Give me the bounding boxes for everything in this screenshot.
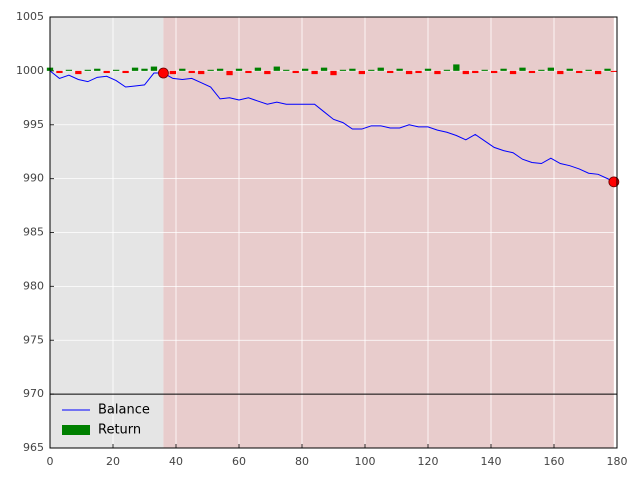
bar (481, 69, 488, 71)
y-tick-label: 965 (23, 441, 44, 454)
plot-frame (49, 16, 618, 449)
y-tick-label: 970 (23, 387, 44, 400)
bar (604, 68, 611, 71)
y-tick-label: 990 (23, 172, 44, 185)
bar (235, 68, 243, 71)
bar (519, 67, 526, 71)
bar (56, 70, 63, 74)
bar (500, 68, 507, 71)
bar (273, 66, 280, 71)
bar (207, 69, 214, 71)
bar (396, 68, 403, 71)
bar (557, 70, 564, 75)
x-tick-label: 40 (169, 455, 183, 468)
bar (226, 70, 233, 76)
bar (538, 69, 545, 71)
marker (608, 176, 620, 188)
marker (157, 67, 169, 79)
bar (405, 70, 413, 75)
bar (509, 70, 517, 75)
bar (65, 69, 73, 71)
bar (254, 67, 262, 71)
bar (472, 70, 479, 74)
bar (188, 70, 195, 74)
bar (462, 70, 469, 75)
bar (415, 70, 422, 74)
x-tick-label: 120 (418, 455, 439, 468)
bar (84, 69, 91, 71)
x-tick-label: 0 (47, 455, 54, 468)
bar (349, 68, 356, 71)
x-tick-label: 180 (607, 455, 628, 468)
line (49, 70, 615, 183)
bar (424, 68, 432, 71)
y-tick-label: 1000 (16, 64, 44, 77)
y-tick-label: 980 (23, 279, 44, 292)
bar (245, 70, 252, 74)
bar (141, 68, 148, 71)
bar (320, 67, 328, 71)
bar (169, 70, 176, 75)
bar (576, 70, 583, 74)
bar (302, 68, 309, 71)
y-tick-label: 975 (23, 333, 44, 346)
bar (339, 69, 347, 71)
x-tick-label: 20 (106, 455, 120, 468)
bar (311, 70, 318, 75)
bar (94, 68, 101, 71)
legend-label: Balance (98, 403, 150, 418)
bar (547, 67, 554, 71)
x-tick-label: 140 (481, 455, 502, 468)
bar (434, 70, 441, 75)
bar (528, 70, 536, 74)
bar (75, 70, 82, 75)
bar (594, 70, 602, 75)
bar (453, 64, 460, 71)
legend-swatch (62, 425, 90, 435)
x-tick-label: 160 (544, 455, 565, 468)
bar (131, 67, 139, 71)
x-tick-label: 60 (232, 455, 246, 468)
legend-label: Return (98, 423, 141, 438)
bar (368, 69, 375, 71)
bar (387, 70, 394, 74)
legend: Balance Return (62, 403, 150, 438)
y-tick-label: 985 (23, 226, 44, 239)
bar (610, 70, 617, 72)
y-tick-label: 1005 (16, 10, 44, 23)
bar (264, 70, 271, 75)
bar (216, 68, 224, 71)
bar (198, 70, 205, 75)
bar (103, 70, 110, 74)
bar (330, 70, 337, 76)
bar (113, 69, 120, 71)
x-tick-label: 100 (355, 455, 376, 468)
bar (122, 70, 129, 74)
bar (283, 69, 290, 71)
bar (585, 69, 592, 71)
bar (358, 70, 365, 75)
bar (566, 68, 573, 71)
x-tick-label: 80 (295, 455, 309, 468)
bar (377, 67, 384, 71)
y-tick-label: 995 (23, 118, 44, 131)
bar (179, 68, 186, 71)
bar (292, 70, 299, 74)
bar (443, 69, 451, 71)
bar (150, 66, 158, 71)
bar (491, 70, 498, 74)
